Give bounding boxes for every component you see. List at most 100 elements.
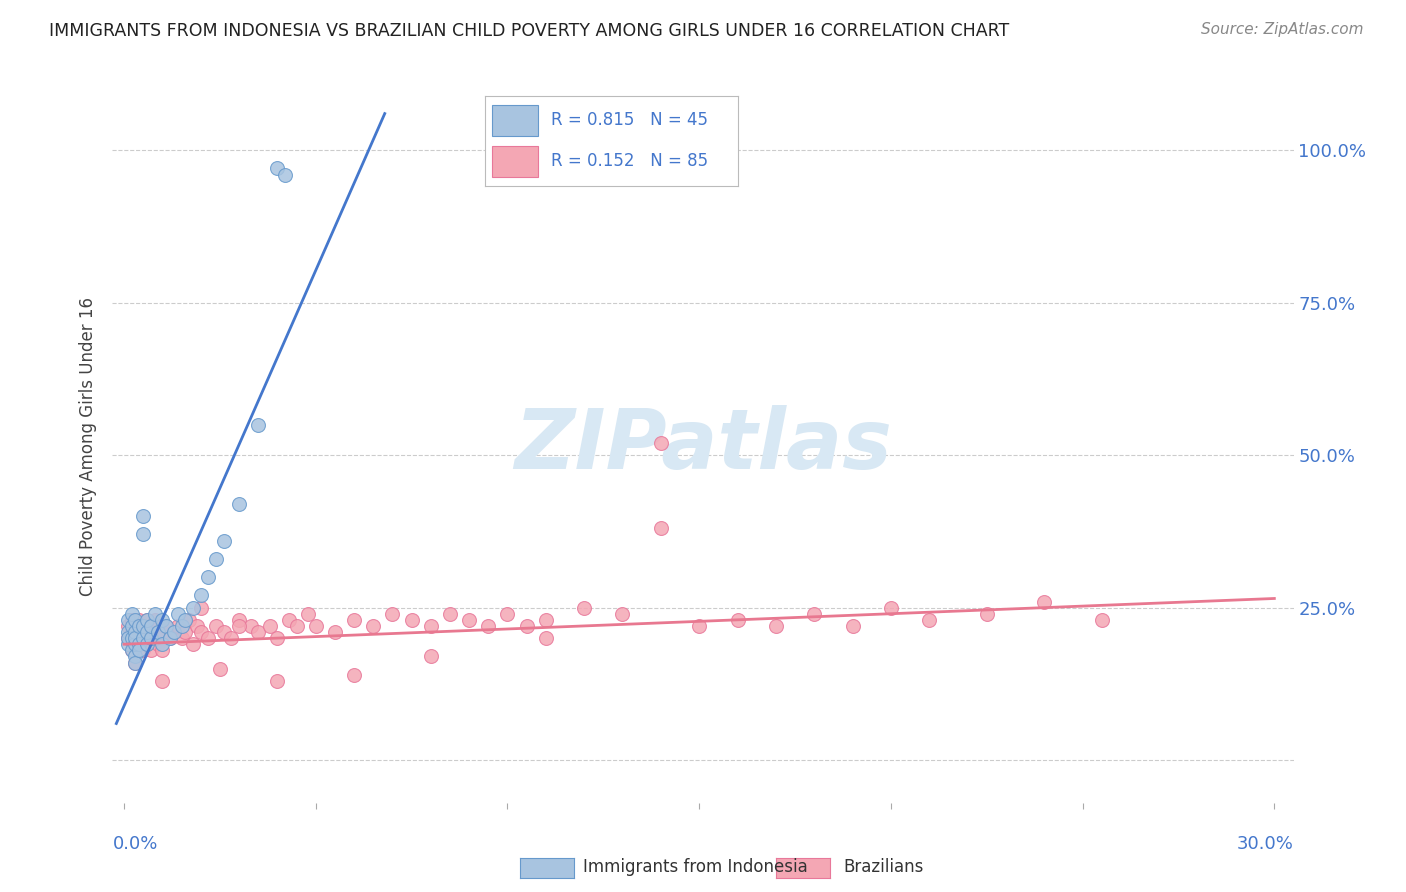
Point [305, 619, 328, 633]
Point [419, 649, 441, 664]
Point [179, 613, 201, 627]
Y-axis label: Child Poverty Among Girls Under 16: Child Poverty Among Girls Under 16 [79, 296, 97, 596]
Point [612, 607, 634, 621]
Point [880, 600, 903, 615]
Point [727, 613, 749, 627]
Point [117, 637, 139, 651]
Point [239, 619, 262, 633]
Point [166, 607, 188, 621]
Text: 30.0%: 30.0% [1237, 835, 1294, 853]
Point [765, 619, 787, 633]
Point [174, 613, 197, 627]
Point [181, 600, 204, 615]
Point [247, 625, 270, 640]
Point [516, 619, 538, 633]
Point [128, 625, 150, 640]
Point [841, 619, 863, 633]
Point [228, 619, 250, 633]
Point [205, 551, 228, 566]
Text: Immigrants from Indonesia: Immigrants from Indonesia [583, 858, 808, 876]
Point [117, 631, 139, 645]
Point [139, 619, 162, 633]
Point [136, 637, 159, 651]
Point [150, 631, 173, 645]
Point [136, 613, 159, 627]
Point [132, 527, 155, 541]
Point [419, 619, 441, 633]
Point [259, 619, 281, 633]
Point [323, 625, 346, 640]
Text: IMMIGRANTS FROM INDONESIA VS BRAZILIAN CHILD POVERTY AMONG GIRLS UNDER 16 CORREL: IMMIGRANTS FROM INDONESIA VS BRAZILIAN C… [49, 22, 1010, 40]
Point [212, 625, 235, 640]
Point [117, 631, 139, 645]
Text: Brazilians: Brazilians [844, 858, 924, 876]
Point [117, 613, 139, 627]
Point [205, 619, 228, 633]
Point [186, 619, 208, 633]
Text: ZIPatlas: ZIPatlas [515, 406, 891, 486]
Point [166, 619, 188, 633]
Point [174, 625, 197, 640]
Point [128, 613, 150, 627]
Point [121, 631, 143, 645]
Point [124, 637, 146, 651]
Point [197, 570, 219, 584]
Point [221, 631, 243, 645]
Point [139, 631, 162, 645]
Point [361, 619, 384, 633]
Point [1033, 594, 1056, 608]
Point [159, 631, 181, 645]
Point [148, 637, 170, 651]
Point [139, 631, 162, 645]
Point [132, 619, 155, 633]
Point [150, 613, 173, 627]
Point [136, 637, 159, 651]
Point [181, 637, 204, 651]
Point [143, 625, 166, 640]
Point [401, 613, 423, 627]
Point [124, 613, 146, 627]
Point [139, 619, 162, 633]
Point [128, 637, 150, 651]
Point [228, 613, 250, 627]
Point [381, 607, 404, 621]
Point [155, 619, 177, 633]
Point [266, 631, 288, 645]
Point [124, 649, 146, 664]
Point [266, 673, 288, 688]
Point [458, 613, 481, 627]
Point [150, 673, 173, 688]
Point [343, 613, 366, 627]
Point [285, 619, 308, 633]
Point [1091, 613, 1114, 627]
Point [274, 168, 297, 182]
Point [155, 619, 177, 633]
Point [121, 643, 143, 657]
Point [297, 607, 319, 621]
Point [139, 643, 162, 657]
Point [688, 619, 710, 633]
Point [918, 613, 941, 627]
Point [148, 619, 170, 633]
Point [150, 625, 173, 640]
Point [132, 643, 155, 657]
Point [121, 643, 143, 657]
Point [124, 656, 146, 670]
Point [208, 662, 231, 676]
Point [190, 589, 212, 603]
Point [132, 631, 155, 645]
Point [150, 637, 173, 651]
Point [228, 497, 250, 511]
Point [803, 607, 825, 621]
Text: Source: ZipAtlas.com: Source: ZipAtlas.com [1201, 22, 1364, 37]
Point [121, 613, 143, 627]
Point [136, 625, 159, 640]
Point [163, 625, 186, 640]
Point [170, 631, 193, 645]
Point [572, 600, 595, 615]
Point [121, 625, 143, 640]
Point [121, 607, 143, 621]
Point [170, 619, 193, 633]
Point [124, 631, 146, 645]
Point [343, 667, 366, 681]
